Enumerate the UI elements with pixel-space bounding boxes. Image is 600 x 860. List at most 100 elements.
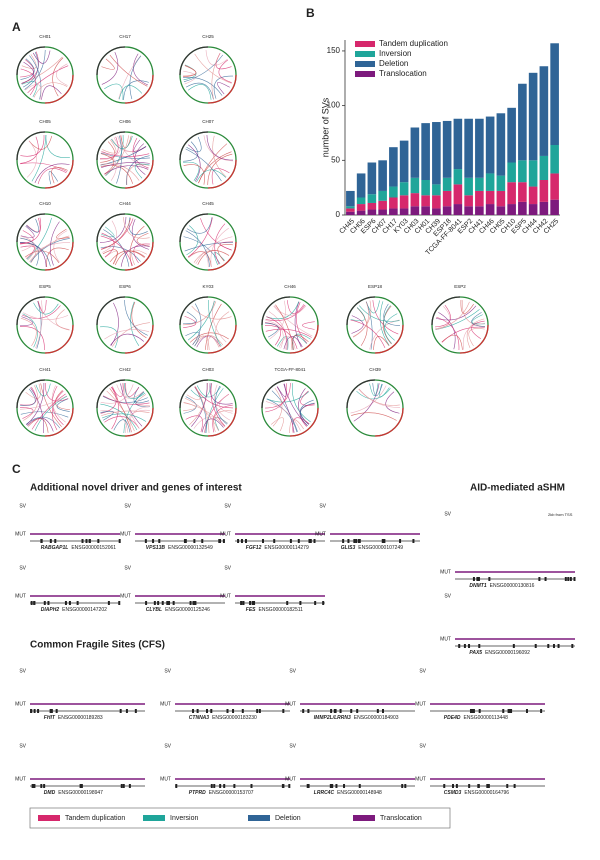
chord [187, 84, 212, 100]
exon [55, 709, 58, 713]
exon [538, 577, 541, 581]
exon [289, 539, 292, 543]
chord [21, 61, 35, 84]
exon [47, 601, 50, 605]
exon [80, 784, 83, 788]
exon [226, 709, 229, 713]
chord [291, 383, 311, 423]
chord [294, 301, 302, 348]
exon [125, 709, 128, 713]
chord [192, 303, 202, 345]
chord [20, 59, 35, 78]
exon [329, 784, 332, 788]
bar-segment [421, 123, 430, 180]
exon [262, 539, 265, 543]
exon [547, 644, 550, 648]
bar-segment [410, 127, 420, 178]
track-label: SV [19, 503, 26, 509]
chord [21, 305, 61, 319]
track-label: SV [444, 593, 451, 599]
chord [198, 151, 232, 184]
legend-label: Deletion [379, 59, 408, 68]
chord [23, 385, 39, 421]
plot-title: CH45 [202, 201, 214, 206]
exon [487, 784, 490, 788]
chord [125, 383, 140, 397]
chord [20, 217, 42, 245]
chord [20, 230, 34, 244]
bar-segment [442, 190, 452, 207]
chord [100, 411, 114, 421]
exon [288, 784, 291, 788]
exon [313, 539, 316, 543]
chord [123, 80, 149, 100]
track-label: SV [289, 668, 296, 674]
bar-segment [507, 107, 516, 163]
gene-label: PAX5 ENSG00000196092 [469, 650, 530, 656]
chord [23, 312, 69, 320]
exon [282, 709, 285, 713]
chord [104, 329, 150, 340]
gene-label: DMD ENSG00000198947 [44, 790, 103, 796]
chord [128, 217, 148, 235]
chord [101, 226, 115, 238]
chord [124, 382, 146, 399]
gene-name: LRRC4C [314, 790, 335, 796]
exon [49, 709, 52, 713]
chord [134, 143, 146, 175]
exon [412, 539, 415, 543]
gene-id: ENSG00000189283 [58, 715, 103, 721]
chord [126, 164, 150, 185]
chord [124, 299, 148, 336]
gene-id: ENSG00000113448 [463, 715, 508, 721]
plot-title: CH03 [202, 367, 214, 372]
chord [291, 334, 309, 350]
chord [273, 305, 313, 337]
chord [373, 336, 390, 350]
bar-segment [539, 201, 549, 215]
exon [158, 539, 161, 543]
chord [20, 316, 34, 327]
chord [265, 304, 306, 321]
circos-arc [124, 407, 154, 437]
chord [21, 56, 63, 84]
chord [272, 387, 283, 427]
bar-segment [389, 186, 398, 198]
chord [20, 235, 36, 261]
exon [37, 709, 40, 713]
chord [201, 418, 224, 433]
legend-swatch [355, 41, 375, 47]
bar-segment [453, 118, 463, 170]
bar-segment [421, 180, 430, 196]
chord [214, 385, 228, 425]
bar-segment [464, 195, 473, 207]
exon [544, 577, 547, 581]
plot-title: CH25 [202, 34, 214, 39]
exon [356, 709, 359, 713]
chord [36, 301, 42, 349]
chord [296, 302, 308, 344]
chord [27, 418, 49, 433]
chord [20, 237, 39, 266]
chord [104, 165, 149, 175]
plot-title: CH06 [119, 119, 131, 124]
exon [333, 709, 336, 713]
gene-id: ENSG00000125246 [165, 607, 210, 613]
plot-title: CH39 [369, 367, 381, 372]
chord [351, 315, 364, 334]
chord [265, 401, 301, 431]
chord [206, 135, 234, 161]
chord [51, 390, 64, 431]
gene-label: PDE4D ENSG00000113448 [444, 715, 508, 721]
bar-segment [346, 206, 355, 209]
exon [244, 539, 247, 543]
bar-segment [528, 186, 538, 205]
track-label: SV [124, 503, 131, 509]
legend-swatch [353, 815, 375, 821]
chord [132, 137, 149, 169]
legend-label: Tandem duplication [379, 39, 448, 48]
bar-segment [421, 206, 430, 215]
chord [24, 84, 42, 100]
chord [50, 221, 60, 266]
